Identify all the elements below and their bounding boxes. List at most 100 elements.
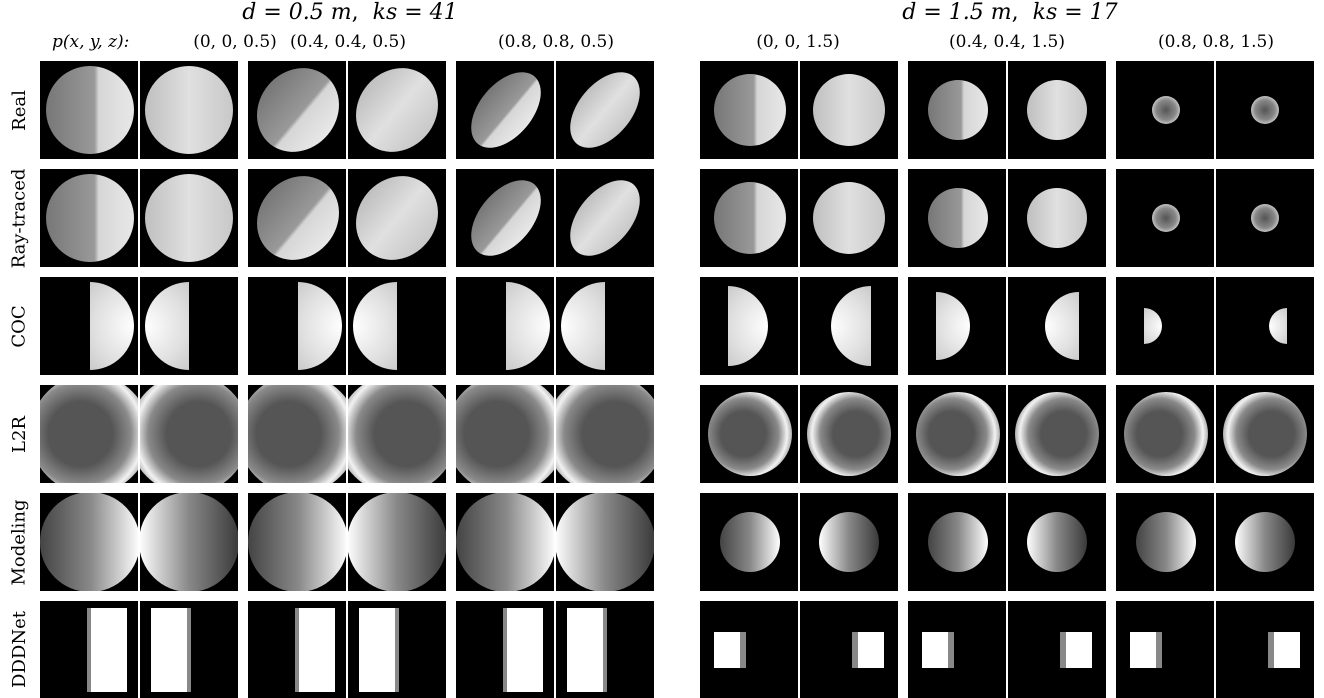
right-image [1007,169,1106,267]
image-cell-ray-traced-1 [40,169,238,267]
left-image [456,61,555,159]
left-image [1116,601,1215,698]
modeling-disk [139,493,238,591]
spot-disk [144,174,233,262]
image-cell-ray-traced-4 [700,169,898,267]
image-cell-coc-1 [40,277,238,375]
row-label-real: Real [8,89,30,131]
left-image [908,277,1007,375]
image-divider [346,61,348,159]
left-image [456,277,555,375]
dddnet-rect [1066,631,1092,668]
image-cell-real-2 [248,61,446,159]
right-image [1215,385,1314,483]
column-header-2: (0.4, 0.4, 0.5) [290,32,406,52]
image-cell-dddnet-2 [248,601,446,698]
coc-mask [1078,277,1106,375]
row-label-coc: COC [8,304,30,348]
image-cell-modeling-5 [908,493,1106,591]
dddnet-rect [91,607,127,692]
dddnet-edge [87,607,91,692]
image-cell-dddnet-4 [700,601,898,698]
coc-mask [188,277,238,375]
spot-disk [248,169,347,267]
spot-disk [347,169,446,267]
left-image [456,601,555,698]
l2r-ring [806,392,891,476]
title-right-ks: ks = 17 [1032,0,1118,25]
image-divider [138,169,140,267]
spot-disk [1026,188,1087,248]
left-image [456,493,555,591]
dddnet-rect [567,607,603,692]
image-divider [346,277,348,375]
l2r-ring [347,385,446,483]
column-header-4: (0, 0, 1.5) [756,32,840,52]
left-image [1116,169,1215,267]
modeling-disk [40,493,139,591]
title-far-distance: d = 1.5 m, ks = 17 [902,0,1118,25]
image-cell-coc-4 [700,277,898,375]
dddnet-rect [1274,631,1300,668]
image-cell-ray-traced-5 [908,169,1106,267]
spot-disk [555,169,654,267]
image-cell-l2r-1 [40,385,238,483]
image-cell-real-3 [456,61,654,159]
right-image [139,169,238,267]
dddnet-rect [1130,631,1156,668]
dddnet-edge [1156,631,1162,668]
left-image [40,601,139,698]
spot-disk [812,74,885,146]
left-image [700,61,799,159]
right-image [139,601,238,698]
right-image [799,277,898,375]
dddnet-edge [1060,631,1066,668]
image-divider [346,601,348,698]
right-image [555,169,654,267]
l2r-ring [40,385,139,483]
row-label-ray-traced: Ray-traced [8,168,30,268]
right-image [139,385,238,483]
spot-disk [248,61,347,159]
l2r-ring [915,392,1000,476]
spot-disk [927,80,988,140]
column-header-6: (0.8, 0.8, 1.5) [1158,32,1274,52]
coc-mask [396,277,446,375]
image-divider [1006,493,1008,591]
right-image [799,385,898,483]
image-divider [346,169,348,267]
image-cell-l2r-6 [1116,385,1314,483]
left-image [40,277,139,375]
l2r-ring [555,385,654,483]
spot-disk [1151,96,1180,124]
right-image [1215,601,1314,698]
right-image [799,61,898,159]
left-image [248,61,347,159]
right-image [347,61,446,159]
right-image [1007,277,1106,375]
right-image [555,493,654,591]
image-cell-dddnet-6 [1116,601,1314,698]
image-cell-modeling-2 [248,493,446,591]
modeling-disk [1135,512,1196,572]
l2r-ring [248,385,347,483]
dddnet-rect [507,607,543,692]
right-image [347,601,446,698]
image-divider [554,277,556,375]
left-image [248,385,347,483]
row-label-l2r: L2R [8,415,30,453]
dddnet-edge [948,631,954,668]
dddnet-rect [858,631,884,668]
right-image [1007,61,1106,159]
left-image [248,601,347,698]
right-image [139,493,238,591]
title-right-d: d = 1.5 m [902,0,1012,25]
image-cell-coc-2 [248,277,446,375]
right-image [1007,601,1106,698]
image-cell-coc-5 [908,277,1106,375]
image-cell-modeling-1 [40,493,238,591]
image-cell-coc-3 [456,277,654,375]
dddnet-rect [299,607,335,692]
image-divider [1214,61,1216,159]
image-divider [798,169,800,267]
